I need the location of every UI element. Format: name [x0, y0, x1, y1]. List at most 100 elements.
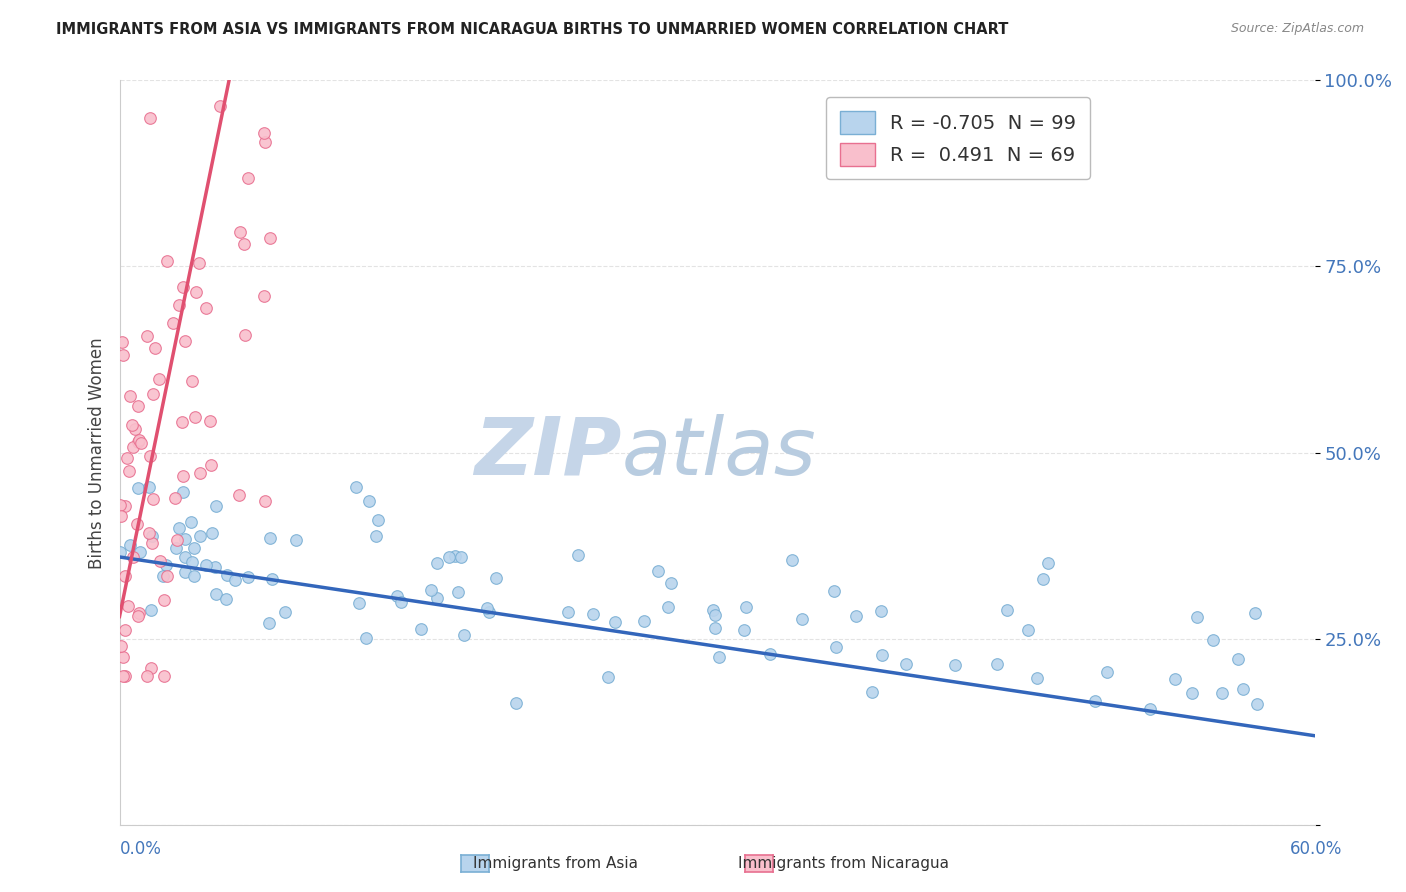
Point — [122, 440, 145, 454]
Point — [447, 585, 470, 599]
Point — [236, 171, 259, 186]
Point — [195, 558, 218, 573]
Point — [156, 254, 179, 268]
Point — [138, 526, 160, 541]
Point — [121, 417, 143, 432]
Point — [557, 605, 579, 619]
Point — [129, 436, 152, 450]
Point — [1211, 686, 1233, 700]
Point — [136, 329, 159, 343]
Point — [704, 621, 727, 635]
Point — [114, 623, 136, 637]
Point — [165, 491, 187, 505]
Point — [659, 576, 682, 591]
Point — [1163, 672, 1185, 686]
Point — [120, 537, 142, 551]
Point — [167, 521, 190, 535]
Point — [173, 484, 195, 499]
Point — [110, 498, 132, 512]
Point — [114, 499, 136, 513]
Point — [111, 334, 134, 349]
Point — [453, 628, 475, 642]
Point — [139, 449, 162, 463]
Point — [148, 372, 170, 386]
Point — [139, 603, 162, 617]
Point — [702, 603, 724, 617]
Point — [450, 550, 472, 565]
Point — [173, 533, 195, 547]
Point — [733, 623, 755, 637]
Point — [200, 413, 222, 427]
Point — [387, 589, 409, 603]
Point — [127, 399, 149, 413]
Point — [128, 606, 150, 620]
Point — [173, 550, 195, 565]
Point — [605, 615, 627, 630]
Point — [253, 289, 276, 303]
Point — [285, 533, 308, 547]
Point — [354, 631, 377, 645]
Point — [201, 526, 224, 541]
Point — [155, 558, 177, 572]
Point — [141, 529, 163, 543]
Point — [257, 615, 280, 630]
Point — [166, 533, 188, 547]
Text: Immigrants from Asia: Immigrants from Asia — [472, 856, 638, 871]
Point — [1244, 606, 1267, 620]
Point — [647, 564, 669, 578]
Point — [110, 639, 132, 653]
Point — [1201, 632, 1223, 647]
Point — [444, 549, 467, 563]
Point — [139, 661, 162, 675]
Point — [181, 375, 204, 389]
Point — [127, 609, 149, 624]
Point — [262, 572, 284, 586]
Point — [420, 582, 443, 597]
Point — [194, 301, 217, 315]
Point — [208, 98, 231, 112]
Point — [112, 650, 135, 665]
Point — [110, 509, 132, 524]
Text: 60.0%: 60.0% — [1291, 840, 1343, 858]
Point — [1084, 694, 1107, 708]
Point — [253, 493, 276, 508]
Point — [1139, 702, 1161, 716]
Point — [707, 650, 730, 665]
Point — [233, 327, 256, 342]
Point — [117, 599, 139, 613]
Point — [825, 640, 848, 654]
Point — [475, 601, 498, 615]
Point — [1025, 671, 1047, 685]
Point — [127, 516, 149, 531]
Point — [1232, 681, 1254, 696]
Text: Immigrants from Nicaragua: Immigrants from Nicaragua — [738, 856, 949, 871]
Point — [215, 591, 238, 606]
Point — [860, 685, 883, 699]
Point — [943, 658, 966, 673]
Point — [183, 541, 205, 556]
Point — [485, 571, 508, 585]
Point — [114, 569, 136, 583]
Text: atlas: atlas — [621, 414, 817, 491]
Point — [344, 480, 367, 494]
Point — [114, 669, 136, 683]
Point — [115, 450, 138, 465]
Point — [152, 569, 174, 583]
Point — [118, 465, 141, 479]
Point — [155, 569, 177, 583]
Point — [233, 237, 256, 252]
Point — [217, 568, 239, 582]
Point — [128, 545, 150, 559]
Point — [204, 560, 226, 574]
Point — [204, 586, 226, 600]
Point — [426, 591, 449, 606]
Point — [411, 623, 433, 637]
Point — [426, 557, 449, 571]
Point — [204, 500, 226, 514]
Point — [183, 569, 205, 583]
Point — [127, 434, 149, 449]
Point — [184, 285, 207, 300]
Point — [184, 409, 207, 424]
Point — [200, 458, 222, 472]
Text: IMMIGRANTS FROM ASIA VS IMMIGRANTS FROM NICARAGUA BIRTHS TO UNMARRIED WOMEN CORR: IMMIGRANTS FROM ASIA VS IMMIGRANTS FROM … — [56, 22, 1008, 37]
